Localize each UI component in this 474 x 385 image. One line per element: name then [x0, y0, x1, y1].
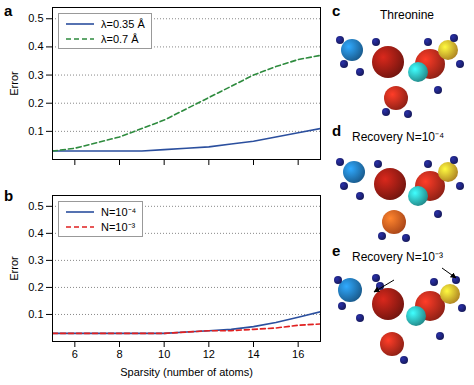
html-text:N=10⁻³: N=10⁻³ [101, 221, 136, 233]
svg-text:0.4: 0.4 [28, 227, 43, 239]
svg-text:0.3: 0.3 [28, 254, 43, 266]
svg-text:Error: Error [8, 256, 20, 281]
svg-text:14: 14 [247, 348, 259, 360]
svg-text:0.1: 0.1 [28, 125, 43, 137]
html-text:Recovery N=10⁻⁴: Recovery N=10⁻⁴ [352, 130, 445, 144]
svg-text:0.3: 0.3 [28, 69, 43, 81]
html-text:d: d [332, 122, 342, 139]
svg-text:0.1: 0.1 [28, 308, 43, 320]
svg-text:8: 8 [116, 348, 122, 360]
html-text:Threonine: Threonine [380, 8, 434, 22]
svg-text:0.5: 0.5 [28, 12, 43, 24]
svg-text:Error: Error [8, 71, 20, 96]
html-text:b: b [4, 187, 14, 204]
svg-text:12: 12 [203, 348, 215, 360]
svg-text:0.4: 0.4 [28, 40, 43, 52]
html-text:N=10⁻⁴: N=10⁻⁴ [101, 206, 137, 218]
svg-text:6: 6 [72, 348, 78, 360]
html-text:a: a [4, 2, 13, 19]
svg-text:0.2: 0.2 [28, 281, 43, 293]
svg-text:0.2: 0.2 [28, 97, 43, 109]
html-text:Recovery N=10⁻³: Recovery N=10⁻³ [352, 250, 443, 264]
html-text:e: e [332, 242, 341, 259]
html-text:λ=0.7 Å: λ=0.7 Å [101, 32, 139, 45]
svg-text:0.5: 0.5 [28, 200, 43, 212]
svg-text:Sparsity (number of atoms): Sparsity (number of atoms) [120, 366, 253, 378]
svg-text:10: 10 [158, 348, 170, 360]
svg-text:16: 16 [292, 348, 304, 360]
html-text:c: c [332, 2, 341, 19]
html-text:λ=0.35 Å: λ=0.35 Å [101, 17, 145, 30]
